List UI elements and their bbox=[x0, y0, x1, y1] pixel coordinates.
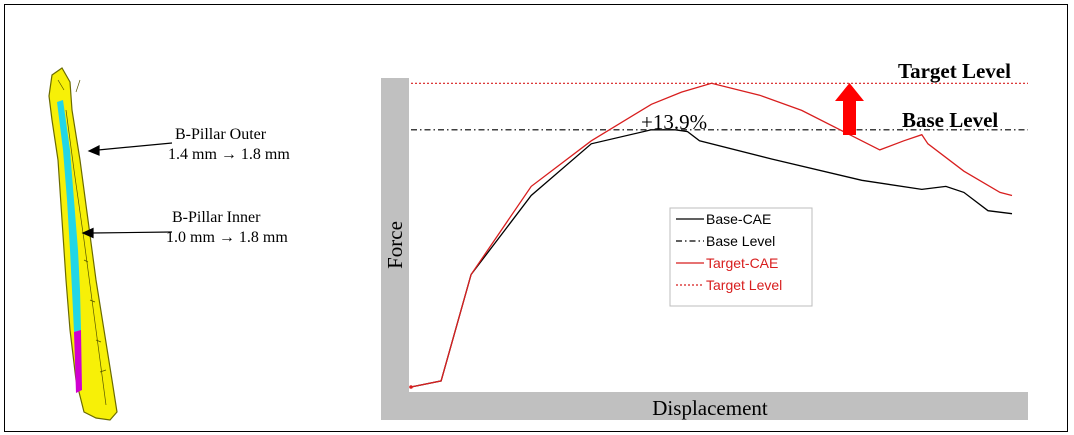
origin-marker bbox=[409, 385, 413, 389]
series-layer bbox=[409, 82, 1028, 389]
legend-label-1: Base-CAE bbox=[706, 211, 771, 227]
legend-label-3: Target-CAE bbox=[706, 255, 778, 271]
legend-entries: Base-CAE Base Level Target-CAE Target Level bbox=[676, 211, 782, 293]
increase-arrow-head bbox=[835, 83, 864, 101]
b-pillar-illustration bbox=[48, 67, 118, 421]
b-pillar-detail-lines bbox=[57, 79, 107, 406]
inner-title: B-Pillar Inner bbox=[172, 209, 261, 226]
target-level-label: Target Level bbox=[898, 59, 1011, 83]
callout-arrows bbox=[81, 142, 173, 239]
series-line-base-cae bbox=[410, 129, 1013, 388]
figure-frame bbox=[4, 4, 1068, 432]
y-axis-band bbox=[381, 78, 409, 420]
outer-callout-line bbox=[97, 142, 173, 151]
x-axis-label: Displacement bbox=[652, 396, 768, 420]
base-level-label: Base Level bbox=[902, 108, 998, 132]
series-line-target-cae bbox=[410, 82, 1013, 388]
increase-percent-label: +13.9% bbox=[641, 110, 707, 134]
inner-callout-arrowhead bbox=[81, 227, 94, 239]
b-pillar-lower-shape bbox=[74, 330, 82, 393]
increase-arrow bbox=[835, 83, 864, 135]
b-pillar-outer-shape bbox=[48, 67, 118, 421]
legend-box bbox=[669, 207, 813, 307]
legend: Base-CAE Base Level Target-CAE Target Level bbox=[669, 207, 813, 307]
outer-callout-arrowhead bbox=[87, 145, 100, 156]
b-pillar-inner-shape bbox=[57, 100, 81, 332]
outer-change: 1.4 mm → 1.8 mm bbox=[168, 146, 290, 163]
inner-callout-line bbox=[91, 231, 173, 234]
increase-arrow-shaft bbox=[843, 99, 856, 135]
legend-label-4: Target Level bbox=[706, 277, 782, 293]
y-axis-label: Force bbox=[383, 221, 407, 269]
chart: Displacement Force Target Level Base Lev… bbox=[381, 59, 1028, 420]
x-axis-band bbox=[381, 392, 1028, 420]
inner-change: 1.0 mm → 1.8 mm bbox=[166, 229, 288, 246]
legend-label-2: Base Level bbox=[706, 233, 775, 249]
outer-title: B-Pillar Outer bbox=[175, 126, 267, 143]
